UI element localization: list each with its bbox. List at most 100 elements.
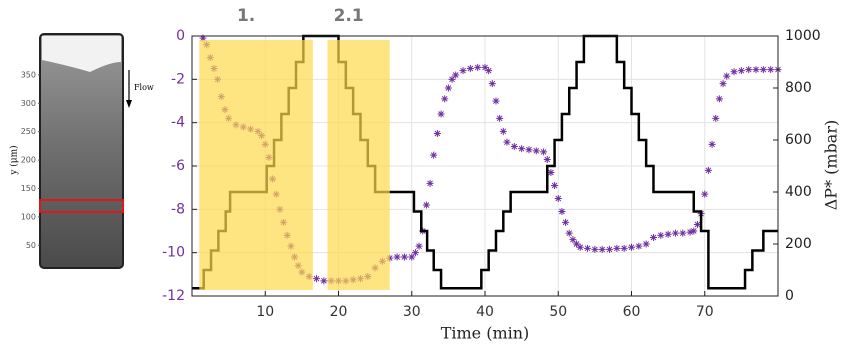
data-point (525, 146, 532, 153)
region (199, 40, 313, 290)
y2-tick-label: 800 (785, 80, 812, 96)
data-point (492, 98, 499, 105)
data-point (394, 254, 401, 261)
data-point (558, 208, 565, 215)
data-point (712, 115, 719, 122)
x-axis-label: Time (min) (441, 324, 530, 343)
inset-image: Flow y (μm) 50 100 150 200 250 300 350 (9, 34, 154, 268)
data-point (518, 145, 525, 152)
data-point (591, 246, 598, 253)
inset-tick-label: 250 (21, 127, 36, 136)
data-point (500, 128, 507, 135)
data-point (679, 230, 686, 237)
data-point (441, 95, 448, 102)
x-tick-label: 70 (696, 304, 714, 320)
inset-tick-label: 300 (21, 99, 36, 108)
data-point (621, 245, 628, 252)
data-point (430, 152, 437, 159)
data-point (423, 202, 430, 209)
data-point (438, 111, 445, 118)
inset-tick-label: 350 (21, 70, 36, 79)
y2-tick-label: 200 (785, 236, 812, 252)
inset-y-label: y (μm) (9, 145, 20, 175)
y2-tick-label: 400 (785, 184, 812, 200)
data-point (701, 191, 708, 198)
y2-tick-label: 0 (785, 288, 794, 304)
data-point (416, 243, 423, 250)
data-point (628, 244, 635, 251)
data-point (635, 243, 642, 250)
data-point (643, 241, 650, 248)
data-point (511, 143, 518, 150)
data-point (427, 180, 434, 187)
data-point (452, 72, 459, 79)
data-point (672, 230, 679, 237)
data-point (434, 130, 441, 137)
x-tick-label: 20 (330, 304, 348, 320)
data-point (533, 147, 540, 154)
figure: Flow y (μm) 50100150200250300350 1.2.110… (0, 0, 843, 345)
data-point (401, 254, 408, 261)
data-point (555, 195, 562, 202)
data-point (753, 66, 760, 73)
x-tick-label: 10 (256, 304, 274, 320)
inset-tick-label: 150 (21, 184, 36, 193)
data-point (562, 219, 569, 226)
y-tick-label: -6 (171, 158, 185, 174)
data-point (467, 65, 474, 72)
data-point (690, 228, 697, 235)
data-point (474, 64, 481, 71)
x-tick-label: 60 (623, 304, 641, 320)
data-point (503, 139, 510, 146)
data-point (720, 80, 727, 87)
data-point (445, 85, 452, 92)
inset-tick-label: 50 (26, 241, 36, 250)
y-tick-label: 0 (176, 28, 185, 44)
data-point (551, 182, 558, 189)
inset-tick-label: 100 (21, 212, 36, 221)
y-tick-label: -10 (162, 245, 185, 261)
data-point (738, 67, 745, 74)
flow-arrow-head (126, 100, 132, 108)
y-tick-label: -8 (171, 201, 185, 217)
flow-label: Flow (134, 83, 154, 92)
x-tick-label: 40 (476, 304, 494, 320)
data-point (496, 115, 503, 122)
region (328, 40, 390, 290)
region-label: 1. (237, 6, 255, 26)
data-point (665, 231, 672, 238)
data-point (489, 80, 496, 87)
y-tick-label: -2 (171, 71, 185, 87)
data-point (657, 232, 664, 239)
y2-axis-label: ΔP* (mbar) (822, 120, 841, 211)
y-tick-label: -4 (171, 115, 185, 131)
data-point (606, 246, 613, 253)
data-point (716, 95, 723, 102)
data-point (460, 67, 467, 74)
inset-tick-label: 200 (21, 156, 36, 165)
region-label: 2.1 (334, 6, 364, 26)
x-tick-label: 50 (549, 304, 567, 320)
data-point (613, 245, 620, 252)
y2-tick-label: 600 (785, 132, 812, 148)
data-point (731, 68, 738, 75)
data-point (412, 249, 419, 256)
data-point (760, 66, 767, 73)
data-point (723, 73, 730, 80)
data-point (599, 246, 606, 253)
plot: 1. 2.1 10 20 30 40 50 60 70 0 -2 -4 -6 -8 -10 -12 0 200 40… (162, 6, 821, 320)
data-point (745, 66, 752, 73)
data-point (485, 67, 492, 74)
data-point (767, 66, 774, 73)
data-point (650, 234, 657, 241)
x-tick-label: 30 (403, 304, 421, 320)
data-point (566, 230, 573, 237)
data-point (709, 141, 716, 148)
data-point (540, 148, 547, 155)
data-point (584, 245, 591, 252)
y-tick-label: -12 (162, 288, 185, 304)
y2-tick-label: 1000 (785, 28, 821, 44)
data-point (320, 277, 327, 284)
data-point (544, 156, 551, 163)
data-point (313, 275, 320, 282)
